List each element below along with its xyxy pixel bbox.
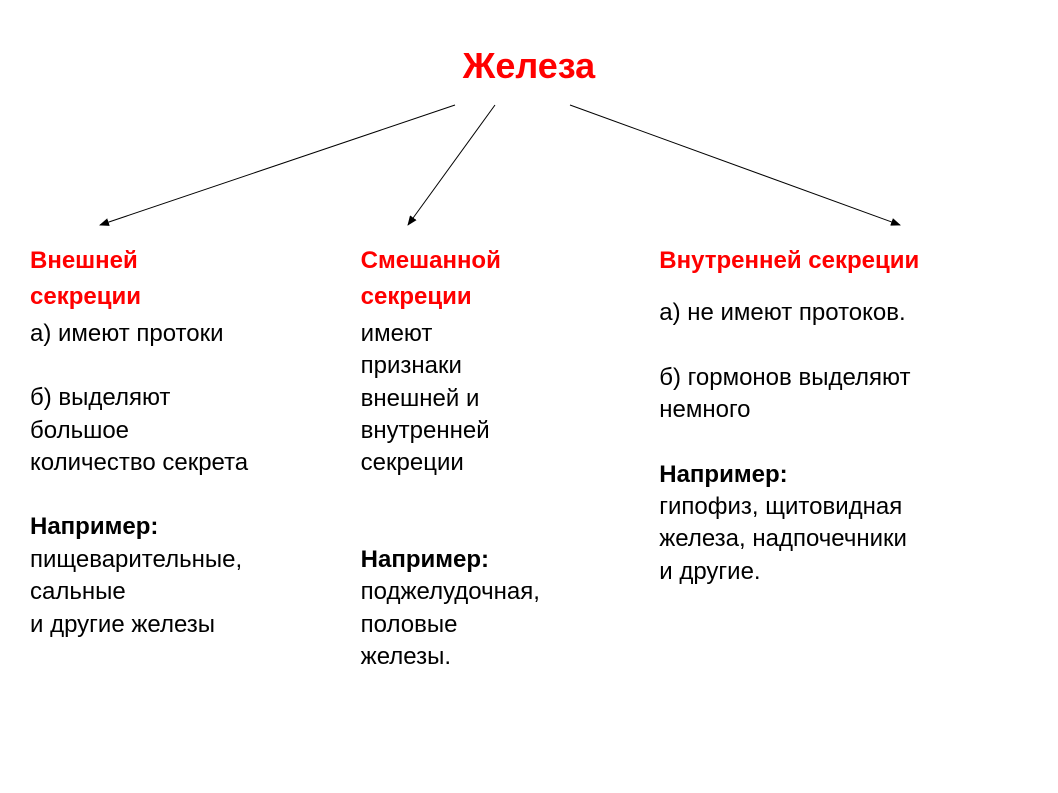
left-ex3: и другие железы [30,609,351,641]
right-a: а) не имеют протоков. [659,297,1028,329]
arrows-svg [0,95,1058,245]
middle-p1: имеют [361,318,650,350]
heading-left-l1: Внешней [30,245,351,277]
arrow-middle [408,105,495,225]
middle-p3: внешней и [361,383,650,415]
middle-example-label: Например: [361,544,650,576]
column-left: Внешней секреции а) имеют протоки б) выд… [30,245,351,673]
column-right: Внутренней секреции а) не имеют протоков… [659,245,1028,673]
right-ex3: и другие. [659,556,1028,588]
middle-p2: признаки [361,350,650,382]
middle-p5: секреции [361,447,650,479]
right-ex2: железа, надпочечники [659,523,1028,555]
left-ex1: пищеварительные, [30,544,351,576]
arrow-left [100,105,455,225]
left-b2: большое [30,415,351,447]
left-ex2: сальные [30,576,351,608]
heading-middle-l2: секреции [361,281,650,313]
right-b1: б) гормонов выделяют [659,362,1028,394]
arrow-right [570,105,900,225]
middle-p4: внутренней [361,415,650,447]
heading-middle-l1: Смешанной [361,245,650,277]
left-b3: количество секрета [30,447,351,479]
left-a: а) имеют протоки [30,318,351,350]
right-example-label: Например: [659,459,1028,491]
title: Железа [463,45,595,87]
middle-ex3: железы. [361,641,650,673]
heading-right: Внутренней секреции [659,245,1028,277]
right-b2: немного [659,394,1028,426]
middle-ex1: поджелудочная, [361,576,650,608]
columns-container: Внешней секреции а) имеют протоки б) выд… [30,245,1028,673]
column-middle: Смешанной секреции имеют признаки внешне… [361,245,650,673]
heading-left-l2: секреции [30,281,351,313]
left-b1: б) выделяют [30,382,351,414]
left-example-label: Например: [30,511,351,543]
right-ex1: гипофиз, щитовидная [659,491,1028,523]
middle-ex2: половые [361,609,650,641]
